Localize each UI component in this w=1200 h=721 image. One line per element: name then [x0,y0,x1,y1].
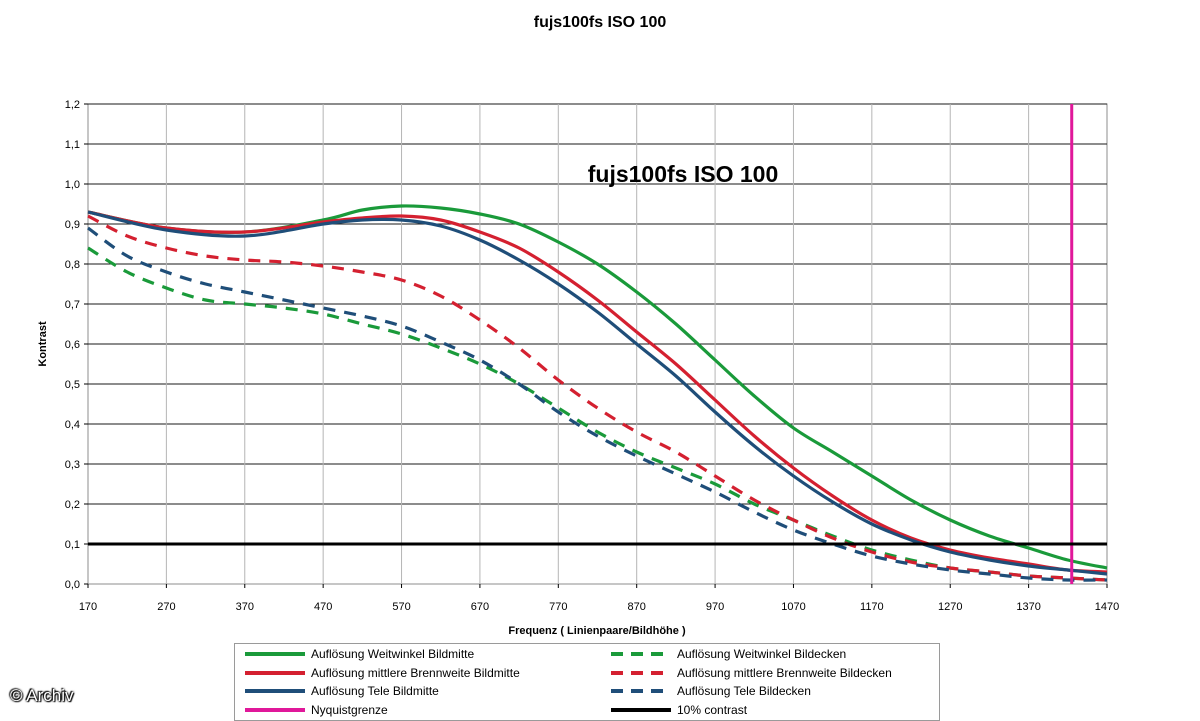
reference-lines [88,104,1107,584]
legend-item: Auflösung Tele Bildecken [611,682,811,700]
series-aufl-sung-weitwinkel-bildecken [87,246,1108,582]
series-aufl-sung-weitwinkel-bildmitte [87,204,1108,570]
legend-item: Auflösung Weitwinkel Bildecken [611,645,846,663]
chart-legend: Auflösung Weitwinkel Bildmitte Auflösung … [234,643,940,721]
y-tick-label: 1,2 [65,99,80,111]
y-axis-label: Kontrast [37,321,49,367]
legend-item: Auflösung mittlere Brennweite Bildmitte [245,664,520,682]
legend-item: Auflösung Tele Bildmitte [245,682,439,700]
x-tick-label: 470 [314,601,332,613]
chart-title: fujs100fs ISO 100 [533,14,667,31]
y-tick-label: 0,2 [65,499,80,511]
legend-item: Auflösung Weitwinkel Bildmitte [245,645,474,663]
y-tick-label: 0,3 [65,459,80,471]
legend-item: Auflösung mittlere Brennweite Bildecken [611,664,892,682]
x-tick-label: 1170 [860,601,884,613]
legend-swatch [611,704,671,716]
legend-swatch [245,667,305,679]
y-tick-label: 0,0 [65,579,80,591]
x-tick-label: 1270 [938,601,962,613]
x-tick-label: 870 [628,601,646,613]
x-tick-label: 1070 [781,601,805,613]
y-tick-label: 1,1 [65,139,80,151]
legend-swatch [245,648,305,660]
legend-item: 10% contrast [611,701,747,719]
y-tick-label: 0,5 [65,379,80,391]
y-tick-label: 0,7 [65,299,80,311]
legend-label: Auflösung Weitwinkel Bildmitte [311,647,475,661]
series-aufl-sung-tele-bildmitte [87,210,1108,576]
y-tick-label: 0,6 [65,339,80,351]
series-layer [87,204,1108,582]
x-tick-label: 170 [79,601,97,613]
axis-layer: 0,0 0,1 0,2 0,3 0,4 0,5 0,6 0,7 0,8 0,9 1,0 1,1 1,2 1… [65,99,1120,613]
series-aufl-sung-tele-bildecken [87,226,1108,582]
x-axis-label: Frequenz ( Linienpaare/Bildhöhe ) [508,625,686,637]
legend-swatch [245,704,305,716]
legend-label: Auflösung mittlere Brennweite Bildecken [677,665,892,680]
grid-layer [87,103,1108,585]
legend-label: Auflösung Tele Bildecken [677,684,811,698]
legend-swatch [611,667,671,679]
x-tick-label: 1370 [1016,601,1040,613]
y-tick-label: 0,9 [65,219,80,231]
series-aufl-sung-mittlere-brennweite-bildmitte [87,210,1108,574]
legend-swatch [611,685,671,697]
x-tick-label: 370 [236,601,254,613]
legend-label: Auflösung mittlere Brennweite Bildmitte [311,665,520,680]
legend-label: Auflösung Weitwinkel Bildecken [677,647,847,661]
y-tick-label: 0,8 [65,259,80,271]
copyright-watermark: © Archiv [10,686,74,705]
x-tick-label: 1470 [1095,601,1119,613]
inner-chart-title: fujs100fs ISO 100 [588,161,779,187]
x-tick-label: 970 [706,601,724,613]
y-tick-label: 1,0 [65,179,80,191]
legend-label: 10% contrast [677,702,748,717]
y-tick-label: 0,4 [65,419,80,431]
legend-label: Auflösung Tele Bildmitte [311,684,439,698]
legend-swatch [245,685,305,697]
x-tick-label: 570 [392,601,410,613]
legend-label: Nyquistgrenze [311,702,388,717]
y-tick-label: 0,1 [65,539,80,551]
legend-item: Nyquistgrenze [245,701,388,719]
series-aufl-sung-mittlere-brennweite-bildecken [87,214,1108,582]
x-tick-label: 770 [549,601,567,613]
x-tick-label: 270 [157,601,175,613]
legend-swatch [611,648,671,660]
x-tick-label: 670 [471,601,489,613]
